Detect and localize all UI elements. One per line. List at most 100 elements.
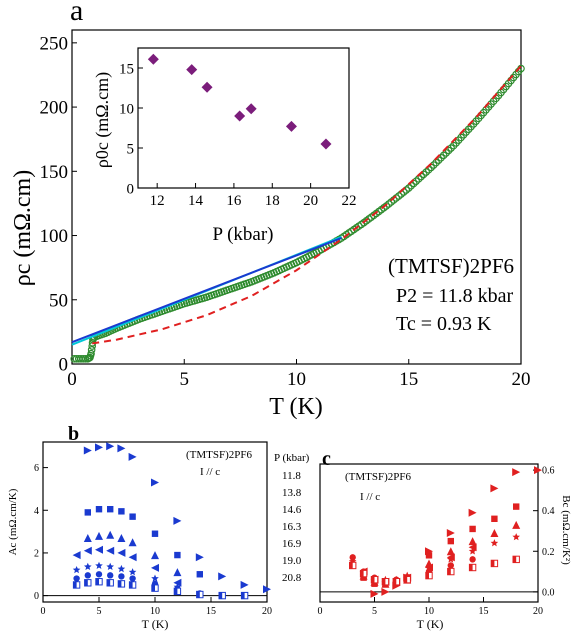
panel-a-inset-plot: P (kbar) ρ0c (mΩ.cm) 12 14 16 18 20 22 0 5 10 15: [92, 47, 357, 245]
panel-a-data-point: [444, 146, 453, 155]
panel-b-data-point: [173, 578, 182, 587]
panel-b-x-tick-label: 5: [97, 606, 102, 617]
panel-c-data-point: [447, 567, 455, 576]
panel-a-x-axis-title: T (K): [269, 394, 323, 420]
panel-a-y-tick-label: 100: [40, 226, 69, 247]
panel-b-data-point: [173, 516, 182, 525]
panel-c-data-point: [512, 520, 521, 529]
panel-b-data-point: [95, 443, 103, 452]
panel-a-compound-label: (TMTSF)2PF6: [388, 254, 514, 278]
panel-c-y-tick-label: 0.6: [542, 466, 555, 477]
panel-b-data-point: [84, 562, 92, 570]
panel-b-orientation-label: I // c: [200, 466, 220, 478]
panel-c-data-point: [447, 562, 454, 569]
panel-b-data-point: [106, 579, 114, 587]
panel-b-plot: (TMTSF)2PF6 I // c P (kbar) T (K) Ac (mΩ…: [7, 441, 310, 631]
panel-c-data-point: [534, 466, 542, 475]
panel-a-x-tick-label: 5: [180, 369, 190, 390]
panel-b-data-point: [129, 513, 136, 520]
panel-a-fit-linear-blue-line: [71, 237, 342, 344]
panel-c-data-point: [370, 589, 379, 598]
panel-b-y-tick-label: 4: [34, 506, 39, 517]
panel-a-data-point: [87, 349, 95, 358]
panel-b-data-point: [218, 572, 227, 581]
inset-x-tick-label: 18: [265, 193, 280, 209]
panel-a-x-tick-label: 0: [67, 369, 77, 390]
panel-b-data-point: [107, 572, 114, 579]
panel-b-data-point: [128, 568, 137, 576]
panel-b-data-point: [151, 563, 159, 572]
panel-b-data-point: [95, 571, 103, 578]
panel-a-pressure-label: P2 = 11.8 kbar: [396, 285, 514, 307]
panel-c-data-point: [359, 569, 368, 578]
panel-c-data-point: [425, 552, 433, 559]
panel-a-y-tick-label: 0: [59, 355, 69, 376]
panel-a-y-tick-label: 150: [40, 162, 69, 183]
panel-b-x-tick-label: 10: [150, 606, 160, 617]
panel-b-data-point: [106, 442, 115, 451]
panel-a-data-point: [422, 168, 431, 176]
panel-b-data-point: [95, 545, 103, 554]
panel-c-data-point: [512, 468, 521, 477]
panel-b-y-tick-label: 0: [34, 591, 39, 602]
panel-c-data-point: [491, 515, 498, 522]
panel-b-legend-entry: 16.3: [282, 521, 302, 533]
panel-c-data-point: [469, 525, 476, 533]
panel-c-y-tick-label: 0.4: [542, 506, 555, 517]
panel-b-data-point: [72, 566, 81, 574]
panel-b-data-point: [128, 553, 137, 562]
panel-b-data-point: [72, 551, 81, 560]
panel-b-data-point: [95, 506, 103, 513]
panel-c-data-point: [392, 578, 401, 586]
panel-b-data-point: [173, 587, 182, 596]
inset-x-tick-label: 22: [342, 193, 357, 209]
inset-y-tick-label: 0: [127, 181, 135, 197]
panel-c-data-point: [490, 484, 499, 493]
panel-b-data-point: [196, 571, 203, 578]
panel-a-data-point: [439, 151, 448, 160]
panel-b-y-tick-label: 2: [34, 548, 39, 559]
panel-c-data-point: [381, 587, 390, 596]
panel-c-data-point: [512, 533, 520, 541]
panel-c-y-tick-label: 0.2: [542, 547, 555, 558]
panel-c-data-point: [446, 529, 455, 537]
inset-data-point: [201, 81, 213, 93]
panel-c-compound-label: (TMTSF)2PF6: [345, 471, 412, 483]
panel-b-y-axis-title: Ac (mΩ.cm/K): [7, 488, 19, 555]
panel-a-y-axis-title: ρc (mΩ.cm): [10, 170, 36, 286]
panel-c-orientation-label: I // c: [360, 491, 380, 503]
panel-c-data-point: [468, 543, 477, 552]
inset-y-tick-label: 15: [119, 61, 134, 77]
panel-a-y-tick-label: 200: [40, 98, 69, 119]
panel-b-data-point: [84, 579, 92, 587]
panel-b-data-point: [83, 534, 92, 542]
panel-b-data-point: [106, 530, 115, 539]
panel-b-data-point: [83, 546, 92, 555]
panel-c-plot: (TMTSF)2PF6 I // c T (K) Bc (mΩ.cm/K²) 0…: [318, 463, 572, 631]
panel-label-b: b: [68, 423, 79, 445]
inset-data-point: [320, 138, 332, 150]
panel-b-data-point: [117, 534, 126, 542]
panel-c-data-point: [512, 555, 520, 564]
panel-b-data-point: [263, 585, 271, 594]
panel-c-x-tick-label: 10: [424, 606, 434, 617]
panel-c-data-point: [468, 547, 477, 555]
panel-c-data-point: [490, 539, 499, 547]
panel-b-data-point: [117, 548, 126, 557]
panel-b-y-tick-label: 6: [34, 463, 39, 474]
panel-b-x-tick-label: 15: [206, 606, 216, 617]
inset-y-tick-label: 10: [119, 101, 134, 117]
panel-b-legend-entry: 13.8: [282, 487, 302, 499]
panel-a-x-tick-label: 15: [399, 369, 418, 390]
panel-a-tc-label: Tc = 0.93 K: [396, 313, 492, 335]
panel-b-data-point: [84, 572, 92, 579]
panel-b-data-point: [151, 530, 159, 537]
inset-x-tick-label: 16: [226, 193, 242, 209]
panel-c-x-tick-label: 0: [318, 606, 323, 617]
panel-label-a: a: [70, 0, 83, 27]
panel-a-data-point: [87, 346, 96, 354]
panel-b-data-point: [218, 591, 226, 600]
panel-b-data-point: [73, 575, 80, 582]
